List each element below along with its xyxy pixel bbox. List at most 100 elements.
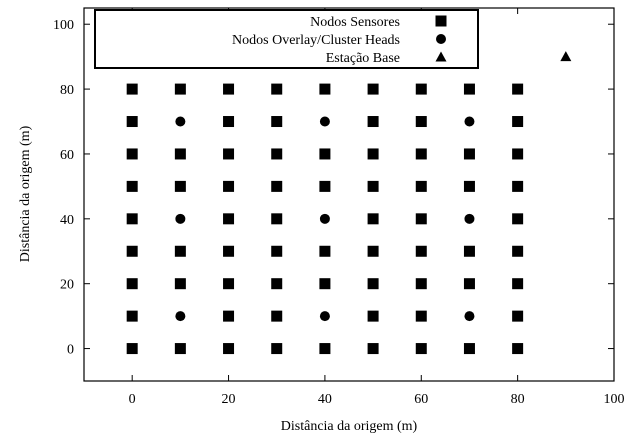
sensor-node-point (271, 148, 283, 160)
legend-markers (435, 15, 447, 62)
x-tick-label: 60 (414, 392, 428, 407)
legend-box (94, 9, 479, 69)
cluster-head-point (319, 311, 330, 322)
sensor-node-point (223, 278, 235, 290)
sensor-node-point (512, 310, 524, 322)
plot-frame (83, 7, 615, 382)
sensor-node-point (463, 148, 475, 160)
data-points (126, 51, 572, 355)
sensor-node-point (367, 343, 379, 355)
legend-marker-square (435, 15, 447, 27)
sensor-node-point (415, 278, 427, 290)
sensor-node-point (126, 310, 138, 322)
y-tick-label: 80 (60, 83, 74, 98)
sensor-node-point (174, 180, 186, 192)
axis-tick-labels: 0 20 40 60 80 100 0 20 40 60 80 100 (53, 18, 625, 407)
legend-label-base: Estação Base (326, 51, 400, 66)
y-tick-label: 0 (67, 343, 74, 358)
legend: Nodos Sensores Nodos Overlay/Cluster Hea… (94, 9, 479, 69)
y-tick-label: 20 (60, 278, 74, 293)
sensor-node-point (271, 245, 283, 257)
x-axis-label: Distância da origem (m) (281, 419, 418, 434)
sensor-node-point (126, 116, 138, 128)
legend-label-sensores: Nodos Sensores (310, 15, 400, 30)
sensor-node-point (174, 83, 186, 95)
y-tick-label: 60 (60, 148, 74, 163)
sensor-node-point (463, 245, 475, 257)
sensor-node-point (367, 180, 379, 192)
sensor-node-point (463, 180, 475, 192)
sensor-node-point (367, 310, 379, 322)
sensor-node-point (319, 245, 331, 257)
sensor-node-point (174, 148, 186, 160)
sensor-node-point (415, 116, 427, 128)
x-tick-label: 100 (604, 392, 625, 407)
sensor-node-point (174, 278, 186, 290)
sensor-node-point (512, 180, 524, 192)
sensor-node-point (319, 83, 331, 95)
sensor-node-point (319, 278, 331, 290)
sensor-node-point (415, 83, 427, 95)
sensor-node-point (271, 278, 283, 290)
sensor-node-point (174, 343, 186, 355)
cluster-head-point (319, 213, 330, 224)
sensor-node-point (126, 213, 138, 225)
sensor-node-point (223, 245, 235, 257)
y-tick-label: 100 (53, 18, 74, 33)
sensor-node-point (512, 148, 524, 160)
cluster-head-point (464, 311, 475, 322)
sensor-node-point (271, 83, 283, 95)
sensor-node-point (271, 310, 283, 322)
legend-marker-circle (436, 34, 446, 44)
x-tick-label: 80 (511, 392, 525, 407)
sensor-node-point (271, 213, 283, 225)
sensor-node-point (415, 343, 427, 355)
sensor-node-point (126, 180, 138, 192)
sensor-node-point (415, 245, 427, 257)
sensor-node-point (415, 148, 427, 160)
y-tick-label: 40 (60, 213, 74, 228)
sensor-node-point (512, 83, 524, 95)
sensor-node-point (174, 245, 186, 257)
sensor-node-point (271, 180, 283, 192)
sensor-node-point (512, 116, 524, 128)
sensor-node-point (271, 343, 283, 355)
sensor-node-point (223, 148, 235, 160)
sensor-node-point (319, 148, 331, 160)
sensor-node-point (367, 83, 379, 95)
sensor-node-point (223, 310, 235, 322)
sensor-node-point (463, 278, 475, 290)
sensor-node-point (319, 343, 331, 355)
y-axis-label: Distância da origem (m) (18, 125, 33, 262)
sensor-node-point (463, 343, 475, 355)
sensor-node-point (126, 343, 138, 355)
sensor-node-point (367, 116, 379, 128)
cluster-head-point (175, 116, 186, 127)
sensor-node-point (126, 148, 138, 160)
sensor-node-point (223, 213, 235, 225)
sensor-node-point (126, 83, 138, 95)
sensor-node-point (367, 148, 379, 160)
sensor-node-point (126, 278, 138, 290)
x-tick-label: 0 (129, 392, 136, 407)
sensor-node-point (126, 245, 138, 257)
sensor-node-point (223, 83, 235, 95)
sensor-node-point (415, 213, 427, 225)
sensor-node-point (512, 213, 524, 225)
sensor-node-point (512, 245, 524, 257)
base-station-point (560, 51, 572, 62)
sensor-node-point (319, 180, 331, 192)
legend-label-overlay: Nodos Overlay/Cluster Heads (232, 33, 400, 48)
cluster-head-point (175, 311, 186, 322)
sensor-node-point (367, 245, 379, 257)
sensor-node-point (415, 180, 427, 192)
cluster-head-point (464, 116, 475, 127)
sensor-node-point (415, 310, 427, 322)
sensor-node-point (367, 278, 379, 290)
sensor-node-point (271, 116, 283, 128)
sensor-node-point (512, 278, 524, 290)
legend-marker-triangle (435, 51, 447, 62)
sensor-node-point (223, 116, 235, 128)
cluster-head-point (175, 213, 186, 224)
